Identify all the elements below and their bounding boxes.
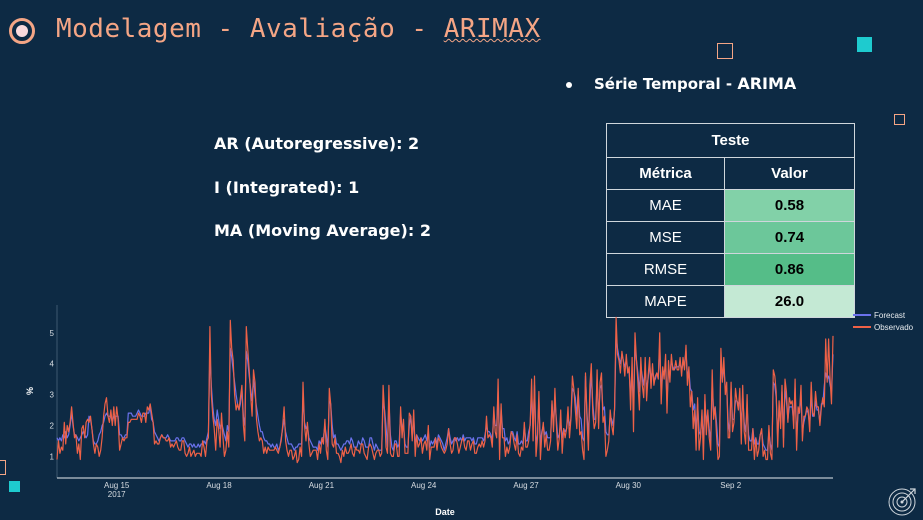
column-header-value: Valor xyxy=(724,157,855,190)
table-row: RMSE 0.86 xyxy=(606,253,855,286)
bullet-dot xyxy=(566,81,572,88)
bullet-label: Série Temporal - xyxy=(594,75,738,93)
table-row: MSE 0.74 xyxy=(606,221,855,254)
metric-value: 0.86 xyxy=(724,253,855,286)
page-title: Modelagem - Avaliação - ARIMAX xyxy=(56,14,541,44)
metrics-table: Teste Métrica Valor MAE 0.58 MSE 0.74 RM… xyxy=(606,123,855,318)
bullet-model: ARIMA xyxy=(737,74,797,93)
legend-label-forecast: Forecast xyxy=(874,311,906,320)
decorative-square xyxy=(0,460,6,475)
param-label: MA (Moving Average): xyxy=(214,221,415,240)
param-value: 2 xyxy=(419,221,431,240)
bullet-item: Série Temporal - ARIMA xyxy=(566,74,796,93)
decorative-square-filled xyxy=(857,37,872,52)
series-line-observado xyxy=(56,316,834,464)
x-tick-labels: Aug 15 Aug 18 Aug 21 Aug 24 Aug 27 Aug 30 Sep … xyxy=(104,481,742,490)
param-label: I (Integrated): xyxy=(214,178,343,197)
x-tick-label: Sep 2 xyxy=(720,481,741,490)
decorative-square xyxy=(717,43,733,59)
param-i: I (Integrated): 1 xyxy=(214,178,359,197)
y-axis-title: % xyxy=(25,387,35,395)
metric-name: RMSE xyxy=(606,253,725,286)
legend-label-observado: Observado xyxy=(874,323,914,332)
x-tick-label: Aug 21 xyxy=(309,481,335,490)
table-row: MAPE 26.0 xyxy=(606,285,855,318)
y-tick-labels: 1 2 3 4 5 xyxy=(50,329,55,462)
x-tick-label: Aug 18 xyxy=(206,481,232,490)
metric-name: MSE xyxy=(606,221,725,254)
x-year-label: 2017 xyxy=(108,490,126,499)
legend: Forecast Observado xyxy=(853,311,914,332)
page-title-prefix: Modelagem - Avaliação - xyxy=(56,14,444,44)
table-caption: Teste xyxy=(606,123,855,158)
x-tick-label: Aug 15 xyxy=(104,481,130,490)
y-tick-label: 4 xyxy=(50,360,55,369)
y-tick-label: 2 xyxy=(50,421,55,430)
column-header-metric: Métrica xyxy=(606,157,725,190)
decorative-square-filled xyxy=(9,481,20,492)
table-row: MAE 0.58 xyxy=(606,189,855,222)
x-tick-label: Aug 27 xyxy=(513,481,539,490)
param-label: AR (Autoregressive): xyxy=(214,134,403,153)
y-tick-label: 1 xyxy=(50,452,55,461)
record-circle-icon xyxy=(9,18,35,44)
param-ar: AR (Autoregressive): 2 xyxy=(214,134,419,153)
y-tick-label: 3 xyxy=(50,391,55,400)
metric-value: 0.58 xyxy=(724,189,855,222)
metric-value: 26.0 xyxy=(724,285,855,318)
param-value: 2 xyxy=(408,134,420,153)
param-value: 1 xyxy=(348,178,360,197)
x-tick-label: Aug 30 xyxy=(616,481,642,490)
target-icon xyxy=(888,488,916,516)
metric-value: 0.74 xyxy=(724,221,855,254)
x-tick-label: Aug 24 xyxy=(411,481,437,490)
page-title-emphasis: ARIMAX xyxy=(443,14,541,44)
param-ma: MA (Moving Average): 2 xyxy=(214,221,431,240)
decorative-square xyxy=(894,114,905,125)
metric-name: MAPE xyxy=(606,285,725,318)
x-axis-title: Date xyxy=(435,507,455,517)
metric-name: MAE xyxy=(606,189,725,222)
y-tick-label: 5 xyxy=(50,329,55,338)
